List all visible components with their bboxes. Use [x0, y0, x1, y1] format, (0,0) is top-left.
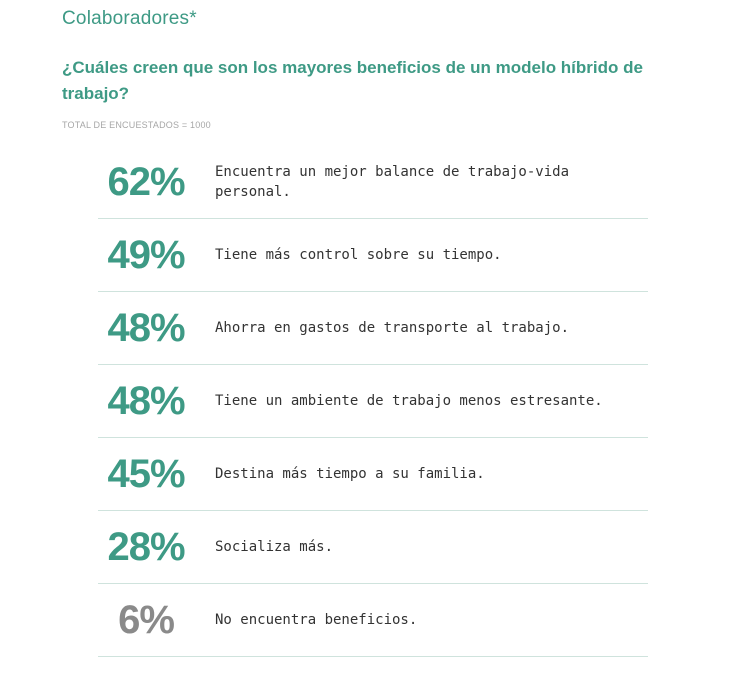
result-percentage: 49%	[107, 232, 185, 277]
result-label: No encuentra beneficios.	[215, 612, 418, 628]
survey-question: ¿Cuáles creen que son los mayores benefi…	[62, 58, 643, 103]
result-label: Encuentra un mejor balance de trabajo-vi…	[215, 164, 570, 200]
section-title: Colaboradores*	[62, 8, 197, 29]
result-percentage: 45%	[107, 451, 185, 496]
result-label: Tiene más control sobre su tiempo.	[215, 247, 502, 263]
result-percentage: 48%	[107, 378, 185, 423]
result-percentage: 28%	[107, 524, 185, 569]
respondent-total: TOTAL DE ENCUESTADOS = 1000	[62, 120, 211, 130]
result-row: 48% Tiene un ambiente de trabajo menos e…	[98, 365, 648, 438]
result-label: Socializa más.	[215, 539, 334, 555]
result-row: 6% No encuentra beneficios.	[98, 584, 648, 657]
result-percentage: 62%	[107, 159, 185, 204]
result-row: 49% Tiene más control sobre su tiempo.	[98, 219, 648, 292]
result-label: Destina más tiempo a su familia.	[215, 466, 485, 482]
result-percentage: 48%	[107, 305, 185, 350]
result-row: 45% Destina más tiempo a su familia.	[98, 438, 648, 511]
result-label: Tiene un ambiente de trabajo menos estre…	[215, 393, 603, 409]
result-row: 62% Encuentra un mejor balance de trabaj…	[98, 146, 648, 219]
results-list: 62% Encuentra un mejor balance de trabaj…	[98, 146, 648, 657]
result-percentage: 6%	[118, 597, 175, 642]
result-label: Ahorra en gastos de transporte al trabaj…	[215, 320, 570, 336]
result-row: 28% Socializa más.	[98, 511, 648, 584]
result-row: 48% Ahorra en gastos de transporte al tr…	[98, 292, 648, 365]
